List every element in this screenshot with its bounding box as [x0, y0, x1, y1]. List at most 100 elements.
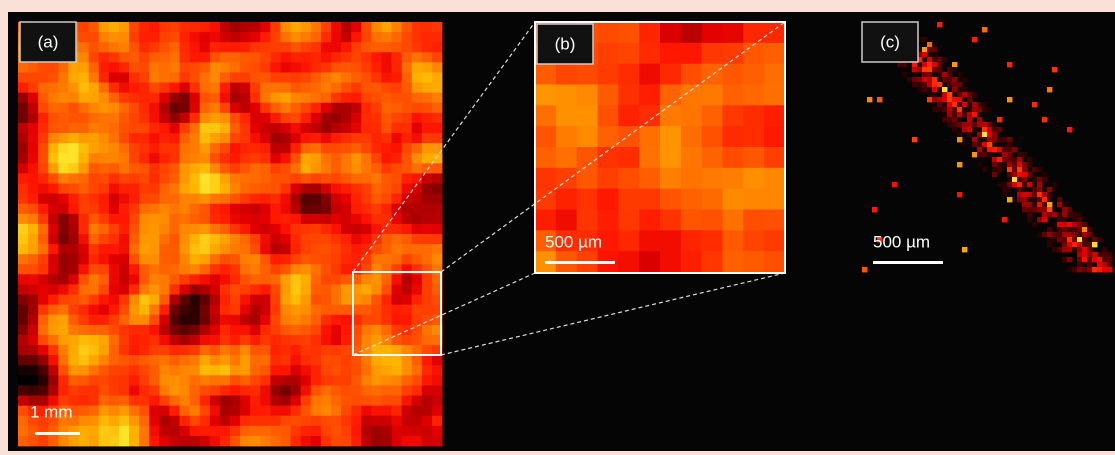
- pixel: [1012, 167, 1017, 172]
- pixel: [119, 406, 130, 417]
- pixel: [1077, 247, 1082, 252]
- pixel: [331, 396, 342, 407]
- pixel: [942, 112, 947, 117]
- pixel: [1092, 257, 1097, 262]
- pixel: [681, 147, 702, 168]
- pixel: [230, 153, 241, 164]
- pixel: [89, 335, 100, 346]
- pixel: [723, 168, 744, 189]
- pixel: [1047, 227, 1052, 232]
- pixel: [149, 123, 160, 134]
- pixel: [1007, 167, 1012, 172]
- pixel: [28, 194, 38, 205]
- pixel: [38, 274, 49, 285]
- pixel: [129, 93, 140, 104]
- pixel: [947, 117, 952, 122]
- pixel: [159, 113, 170, 124]
- pixel: [240, 204, 251, 215]
- pixel: [381, 426, 392, 437]
- pixel: [331, 264, 342, 275]
- pixel: [260, 163, 271, 174]
- pixel: [1092, 252, 1097, 257]
- pixel: [972, 107, 977, 112]
- pixel: [270, 355, 281, 366]
- pixel: [119, 204, 130, 215]
- pixel: [180, 224, 191, 235]
- pixel: [210, 224, 221, 235]
- pixel: [422, 264, 433, 275]
- pixel: [942, 92, 947, 97]
- pixel: [341, 62, 352, 73]
- pixel: [422, 83, 433, 94]
- pixel: [422, 416, 433, 427]
- pixel: [967, 107, 972, 112]
- pixel: [952, 77, 957, 82]
- pixel: [311, 305, 322, 316]
- pixel: [321, 375, 332, 386]
- pixel: [618, 168, 639, 189]
- pixel: [402, 113, 413, 124]
- pixel: [28, 436, 38, 447]
- pixel: [723, 43, 744, 64]
- pixel: [371, 62, 382, 73]
- pixel: [129, 355, 140, 366]
- pixel: [402, 315, 413, 326]
- pixel: [1062, 227, 1067, 232]
- pixel: [291, 143, 302, 154]
- pixel: [291, 264, 302, 275]
- pixel: [48, 224, 59, 235]
- pixel: [18, 173, 29, 184]
- pixel: [311, 113, 322, 124]
- pixel: [149, 93, 160, 104]
- pixel: [48, 375, 59, 386]
- pixel: [872, 207, 877, 212]
- pixel: [412, 93, 423, 104]
- pixel: [149, 274, 160, 285]
- pixel: [321, 396, 332, 407]
- pixel: [311, 214, 322, 225]
- pixel: [743, 147, 764, 168]
- pixel: [341, 83, 352, 94]
- pixel: [301, 153, 312, 164]
- pixel: [381, 375, 392, 386]
- pixel: [270, 254, 281, 265]
- pixel: [982, 167, 987, 172]
- pixel: [260, 133, 271, 144]
- pixel: [220, 284, 231, 295]
- pixel: [240, 173, 251, 184]
- pixel: [1052, 237, 1057, 242]
- pixel: [371, 72, 382, 83]
- pixel: [109, 184, 120, 195]
- pixel: [79, 254, 90, 265]
- pixel: [149, 103, 160, 114]
- pixel: [402, 204, 413, 215]
- pixel: [99, 173, 110, 184]
- pixel: [260, 284, 271, 295]
- pixel: [139, 325, 150, 336]
- pixel: [129, 365, 140, 376]
- pixel: [18, 254, 29, 265]
- pixel: [48, 163, 59, 174]
- pixel: [702, 43, 723, 64]
- pixel: [99, 335, 110, 346]
- pixel: [371, 22, 382, 33]
- pixel: [220, 133, 231, 144]
- pixel: [260, 214, 271, 225]
- pixel: [535, 64, 556, 85]
- pixel: [1067, 207, 1072, 212]
- pixel: [139, 42, 150, 53]
- pixel: [381, 184, 392, 195]
- pixel: [402, 365, 413, 376]
- pixel: [129, 194, 140, 205]
- pixel: [270, 42, 281, 53]
- pixel: [260, 32, 271, 43]
- pixel: [361, 214, 372, 225]
- pixel: [577, 147, 598, 168]
- pixel: [48, 93, 59, 104]
- pixel: [1037, 167, 1042, 172]
- pixel: [311, 153, 322, 164]
- pixel: [1097, 262, 1102, 267]
- pixel: [1082, 227, 1087, 232]
- pixel: [250, 173, 261, 184]
- pixel: [200, 173, 211, 184]
